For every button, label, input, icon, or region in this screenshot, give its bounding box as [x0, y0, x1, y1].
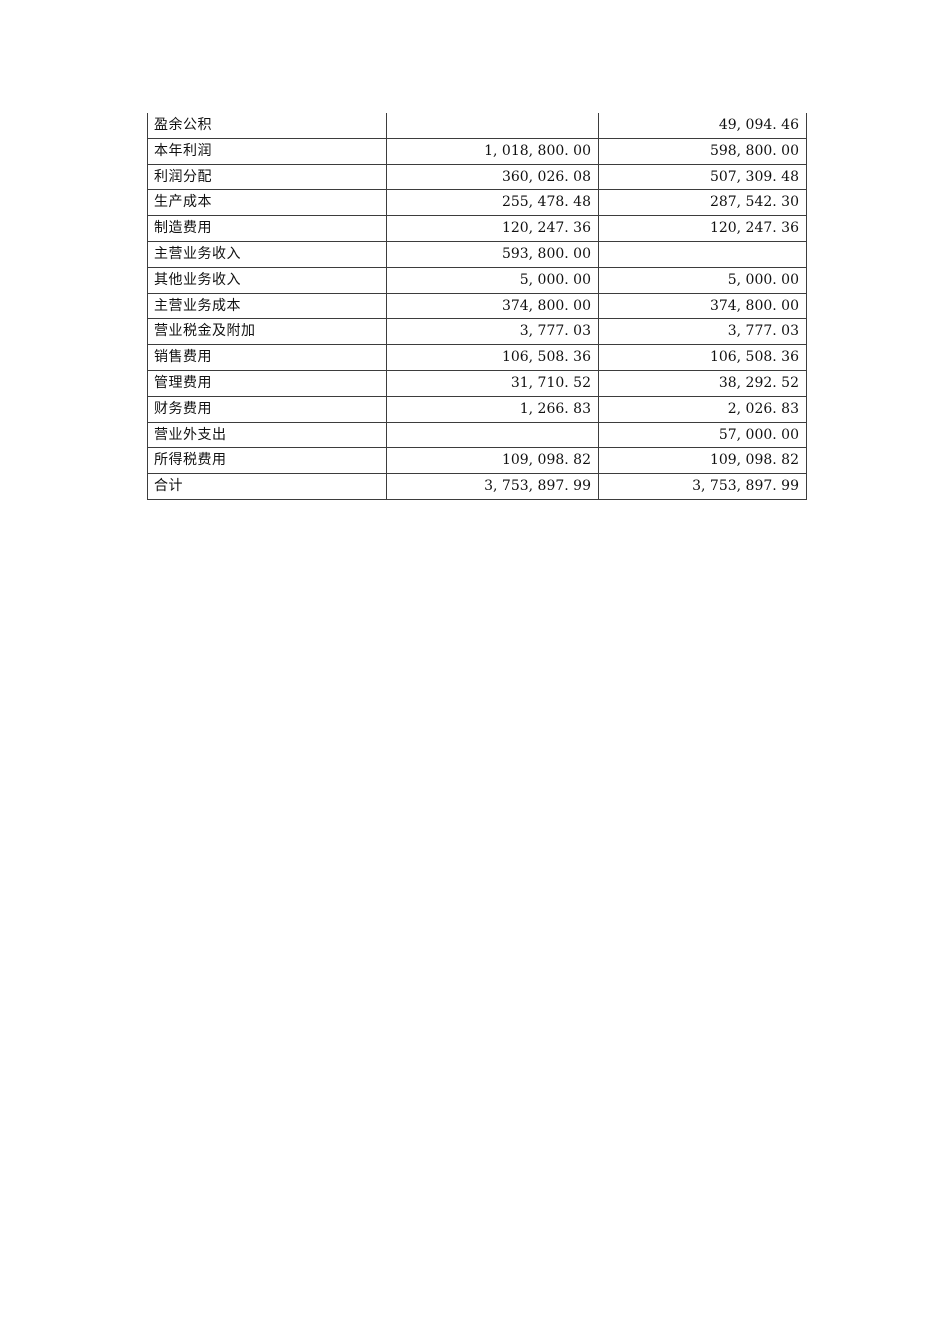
- account-name-cell: 盈余公积: [147, 113, 387, 139]
- amount-col1-cell: 106, 508. 36: [386, 344, 599, 371]
- amount-col1-cell: [386, 113, 599, 139]
- amount-col2-cell: 106, 508. 36: [598, 344, 807, 371]
- table-row: 主营业务收入 593, 800. 00: [147, 240, 807, 268]
- amount-col1-cell: 593, 800. 00: [386, 240, 599, 268]
- table-row: 制造费用 120, 247. 36 120, 247. 36: [147, 215, 807, 242]
- total-label-cell: 合计: [147, 473, 387, 500]
- account-name-cell: 主营业务成本: [147, 292, 387, 320]
- table-row: 营业税金及附加 3, 777. 03 3, 777. 03: [147, 318, 807, 346]
- table-row: 财务费用 1, 266. 83 2, 026. 83: [147, 395, 807, 423]
- amount-col2-cell: 120, 247. 36: [598, 215, 807, 242]
- table-row: 利润分配 360, 026. 08 507, 309. 48: [147, 163, 807, 191]
- table-row: 销售费用 106, 508. 36 106, 508. 36: [147, 344, 807, 371]
- amount-col2-cell: 109, 098. 82: [598, 447, 807, 475]
- amount-col2-cell: 287, 542. 30: [598, 189, 807, 217]
- amount-col1-cell: 5, 000. 00: [386, 266, 599, 294]
- table-row: 其他业务收入 5, 000. 00 5, 000. 00: [147, 266, 807, 294]
- account-name-cell: 营业税金及附加: [147, 318, 387, 346]
- amount-col2-cell: 598, 800. 00: [598, 137, 807, 165]
- amount-col1-cell: 1, 018, 800. 00: [386, 137, 599, 165]
- amount-col2-cell: 5, 000. 00: [598, 266, 807, 294]
- amount-col1-cell: 360, 026. 08: [386, 163, 599, 191]
- amount-col1-cell: 31, 710. 52: [386, 369, 599, 397]
- amount-col2-cell: [598, 240, 807, 268]
- account-name-cell: 本年利润: [147, 137, 387, 165]
- amount-col2-cell: 49, 094. 46: [598, 113, 807, 139]
- amount-col2-cell: 3, 777. 03: [598, 318, 807, 346]
- account-name-cell: 管理费用: [147, 369, 387, 397]
- account-name-cell: 制造费用: [147, 215, 387, 242]
- table-row: 主营业务成本 374, 800. 00 374, 800. 00: [147, 292, 807, 320]
- table-row: 管理费用 31, 710. 52 38, 292. 52: [147, 369, 807, 397]
- table-row: 盈余公积 49, 094. 46: [147, 113, 807, 139]
- table-row: 所得税费用 109, 098. 82 109, 098. 82: [147, 447, 807, 475]
- amount-col2-cell: 38, 292. 52: [598, 369, 807, 397]
- table-row-total: 合计 3, 753, 897. 99 3, 753, 897. 99: [147, 473, 807, 500]
- amount-col2-cell: 374, 800. 00: [598, 292, 807, 320]
- amount-col1-cell: 1, 266. 83: [386, 395, 599, 423]
- amount-col2-cell: 57, 000. 00: [598, 421, 807, 449]
- table-row: 营业外支出 57, 000. 00: [147, 421, 807, 449]
- amount-col1-cell: 120, 247. 36: [386, 215, 599, 242]
- account-name-cell: 营业外支出: [147, 421, 387, 449]
- amount-col1-cell: 374, 800. 00: [386, 292, 599, 320]
- account-name-cell: 利润分配: [147, 163, 387, 191]
- account-name-cell: 生产成本: [147, 189, 387, 217]
- amount-col2-cell: 2, 026. 83: [598, 395, 807, 423]
- amount-col1-cell: 3, 777. 03: [386, 318, 599, 346]
- total-amount-col1-cell: 3, 753, 897. 99: [386, 473, 599, 500]
- amount-col1-cell: 255, 478. 48: [386, 189, 599, 217]
- amount-col1-cell: 109, 098. 82: [386, 447, 599, 475]
- amount-col1-cell: [386, 421, 599, 449]
- total-amount-col2-cell: 3, 753, 897. 99: [598, 473, 807, 500]
- amount-col2-cell: 507, 309. 48: [598, 163, 807, 191]
- account-summary-table: 盈余公积 49, 094. 46 本年利润 1, 018, 800. 00 59…: [147, 113, 807, 500]
- table-row: 生产成本 255, 478. 48 287, 542. 30: [147, 189, 807, 217]
- account-name-cell: 其他业务收入: [147, 266, 387, 294]
- account-name-cell: 销售费用: [147, 344, 387, 371]
- account-name-cell: 财务费用: [147, 395, 387, 423]
- account-name-cell: 所得税费用: [147, 447, 387, 475]
- account-name-cell: 主营业务收入: [147, 240, 387, 268]
- table-row: 本年利润 1, 018, 800. 00 598, 800. 00: [147, 137, 807, 165]
